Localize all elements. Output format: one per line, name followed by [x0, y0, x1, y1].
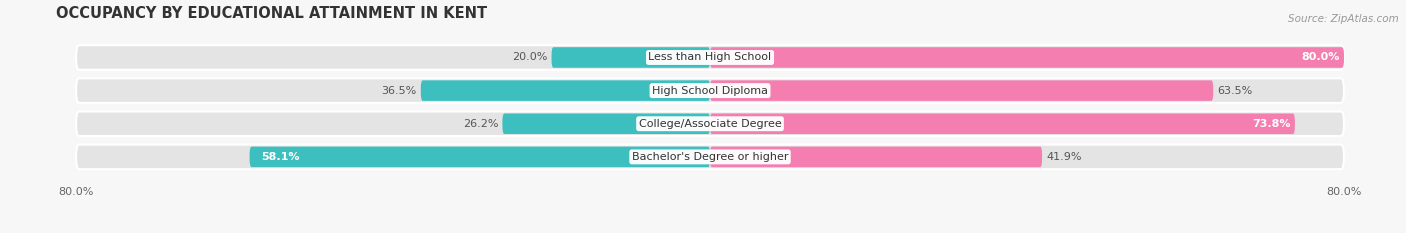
Text: College/Associate Degree: College/Associate Degree	[638, 119, 782, 129]
Text: 26.2%: 26.2%	[463, 119, 499, 129]
FancyBboxPatch shape	[551, 47, 710, 68]
FancyBboxPatch shape	[710, 147, 1042, 167]
FancyBboxPatch shape	[76, 78, 1344, 103]
FancyBboxPatch shape	[710, 80, 1213, 101]
FancyBboxPatch shape	[420, 80, 710, 101]
FancyBboxPatch shape	[76, 145, 1344, 169]
FancyBboxPatch shape	[502, 113, 710, 134]
Text: Less than High School: Less than High School	[648, 52, 772, 62]
Text: 58.1%: 58.1%	[262, 152, 299, 162]
Text: Bachelor's Degree or higher: Bachelor's Degree or higher	[631, 152, 789, 162]
FancyBboxPatch shape	[710, 47, 1344, 68]
FancyBboxPatch shape	[710, 113, 1295, 134]
FancyBboxPatch shape	[76, 111, 1344, 136]
Text: OCCUPANCY BY EDUCATIONAL ATTAINMENT IN KENT: OCCUPANCY BY EDUCATIONAL ATTAINMENT IN K…	[56, 6, 488, 21]
Text: Source: ZipAtlas.com: Source: ZipAtlas.com	[1288, 14, 1399, 24]
FancyBboxPatch shape	[250, 147, 710, 167]
Text: 63.5%: 63.5%	[1218, 86, 1253, 96]
Text: 73.8%: 73.8%	[1253, 119, 1291, 129]
Text: 36.5%: 36.5%	[381, 86, 416, 96]
FancyBboxPatch shape	[76, 45, 1344, 70]
Text: High School Diploma: High School Diploma	[652, 86, 768, 96]
Text: 20.0%: 20.0%	[512, 52, 547, 62]
Text: 41.9%: 41.9%	[1046, 152, 1081, 162]
Text: 80.0%: 80.0%	[1302, 52, 1340, 62]
